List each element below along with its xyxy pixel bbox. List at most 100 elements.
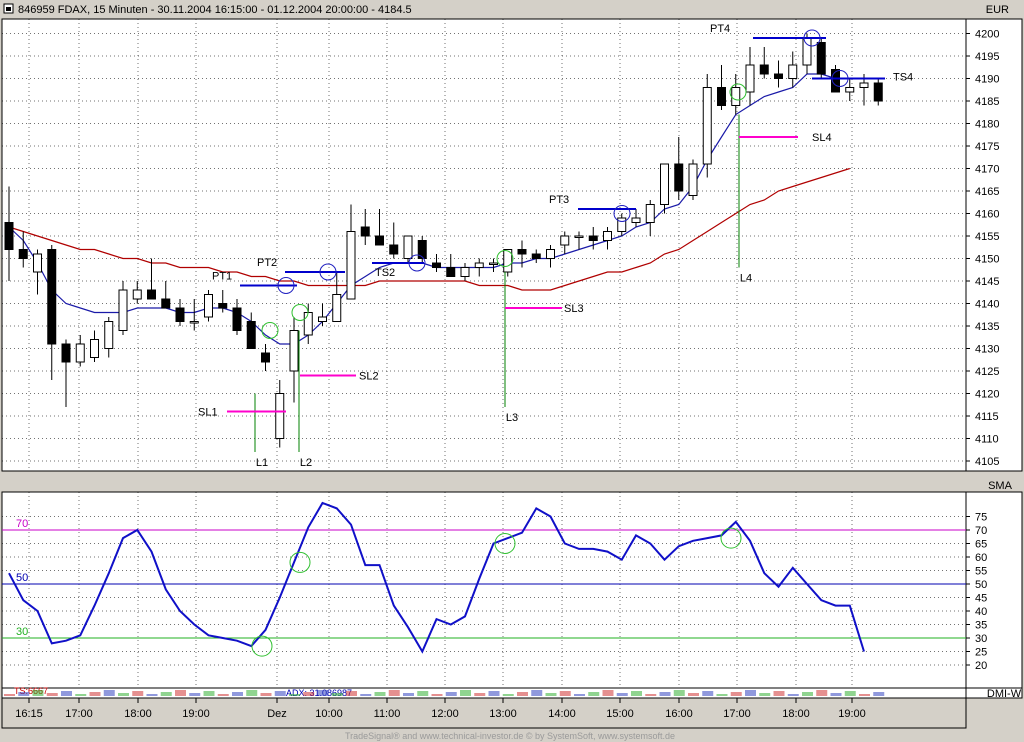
- dmi-bar: [445, 692, 457, 696]
- dmi-bar: [688, 693, 699, 696]
- chart-title: 846959 FDAX, 15 Minuten - 30.11.2004 16:…: [18, 4, 412, 16]
- dmi-bar: [730, 692, 742, 696]
- time-axis-label: 11:00: [374, 708, 401, 720]
- candle-up: [204, 294, 213, 318]
- candle-up: [275, 393, 285, 439]
- dmi-bar: [787, 694, 799, 696]
- rsi-axis-label: 20: [975, 660, 987, 672]
- entry-label-L4: L4: [740, 273, 752, 285]
- trade-markers: L1 L2 L3 L4 SL1 SL2 SL3 SL4 PT1 PT2 PT3 PT4 TS2 TS4: [198, 23, 913, 469]
- level-label-30: 30: [16, 626, 28, 638]
- rsi-axis-label: 45: [975, 593, 987, 605]
- rsi-axis-label: 55: [975, 566, 987, 578]
- bottom-plot-area: [1, 491, 967, 689]
- candle-down: [161, 298, 171, 309]
- dmi-bar: [274, 691, 286, 696]
- dmi-bar: [488, 691, 500, 696]
- candle-up: [560, 235, 570, 246]
- candle-up: [104, 321, 114, 349]
- bottom-axis-area: [965, 491, 1023, 689]
- time-axis-label: 17:00: [65, 708, 93, 720]
- candle-down: [360, 226, 370, 237]
- price-axis-label: 4105: [975, 456, 999, 468]
- profit-target-label-PT2: PT2: [257, 257, 277, 269]
- dmi-bar: [289, 694, 300, 696]
- time-axis-label: 15:00: [606, 708, 634, 720]
- time-axis-area: [1, 697, 967, 729]
- dmi-bar: [331, 693, 343, 696]
- dmi-bar: [759, 693, 771, 696]
- candle-down: [588, 235, 598, 241]
- dmi-bar: [517, 692, 528, 696]
- rsi-axis-label: 50: [975, 579, 987, 591]
- dmi-bar: [175, 690, 186, 696]
- candle-up: [631, 217, 641, 223]
- window-icon[interactable]: [3, 3, 14, 14]
- price-axis-label: 4200: [975, 29, 999, 41]
- moving-averages: [8, 73, 879, 345]
- time-axis-label: 17:00: [723, 708, 751, 720]
- dmi-bar: [118, 693, 129, 696]
- dmi-bar: [659, 692, 671, 696]
- dmi-bar: [232, 692, 243, 696]
- candle-down: [517, 249, 527, 255]
- rsi-axis-label: 70: [975, 525, 987, 537]
- dmi-bar: [745, 690, 756, 696]
- dmi-bar: [403, 693, 414, 696]
- time-axis-label: 14:00: [548, 708, 576, 720]
- signal-circle: [277, 277, 295, 294]
- time-axis-label: 18:00: [782, 708, 810, 720]
- dmi-bar: [217, 694, 229, 696]
- candle-down: [147, 289, 156, 300]
- rsi-series: [8, 501, 865, 657]
- candle-up: [90, 339, 99, 358]
- level-label-70: 70: [16, 518, 28, 530]
- time-axis-label: 19:00: [838, 708, 866, 720]
- candle-down: [261, 352, 270, 363]
- price-axis-label: 4180: [975, 119, 999, 131]
- mini-label-ts: TS:6667: [14, 686, 48, 696]
- dmi-bar: [32, 690, 44, 696]
- dmi-bar: [588, 692, 600, 696]
- signal-circle: [319, 263, 337, 281]
- dmi-bar: [859, 694, 870, 696]
- rsi-axis-label: 60: [975, 552, 987, 564]
- profit-target-label-PT3: PT3: [549, 194, 569, 206]
- candle-up: [346, 231, 356, 300]
- candle-up: [75, 343, 85, 363]
- dmi-bar: [802, 692, 813, 696]
- dmi-bar: [431, 694, 443, 696]
- dmi-bar: [873, 692, 885, 696]
- sma-slow-line: [8, 167, 850, 291]
- price-axis-label: 4110: [975, 434, 999, 446]
- rsi-axis-label: 75: [975, 512, 987, 524]
- dmi-bar: [545, 693, 557, 696]
- entry-label-L1: L1: [256, 457, 268, 469]
- dmi-bar: [531, 690, 543, 696]
- candle-up: [303, 312, 313, 336]
- rsi-signal-circle: [251, 635, 273, 657]
- time-axis-label: 18:00: [124, 708, 152, 720]
- candle-up: [802, 37, 812, 66]
- candle-up: [403, 235, 413, 259]
- candle-down: [831, 69, 840, 93]
- top-axis-area: [965, 18, 1023, 472]
- candle-up: [118, 289, 128, 331]
- candle-up: [702, 87, 712, 165]
- dmi-bar: [374, 692, 386, 696]
- time-axis-label: 16:00: [665, 708, 693, 720]
- top-plot-area: [1, 18, 967, 472]
- dmi-bar: [388, 690, 400, 696]
- dmi-bar: [103, 690, 115, 696]
- time-axis-label: 19:00: [182, 708, 210, 720]
- candle-up: [33, 253, 42, 273]
- rsi-signal-circle: [289, 551, 311, 573]
- candle-down: [417, 240, 427, 259]
- dmi-bar: [160, 692, 172, 696]
- signal-circle: [496, 250, 514, 267]
- entry-label-L2: L2: [300, 457, 312, 469]
- dmi-bar: [574, 694, 585, 696]
- dmi-bar: [702, 691, 714, 696]
